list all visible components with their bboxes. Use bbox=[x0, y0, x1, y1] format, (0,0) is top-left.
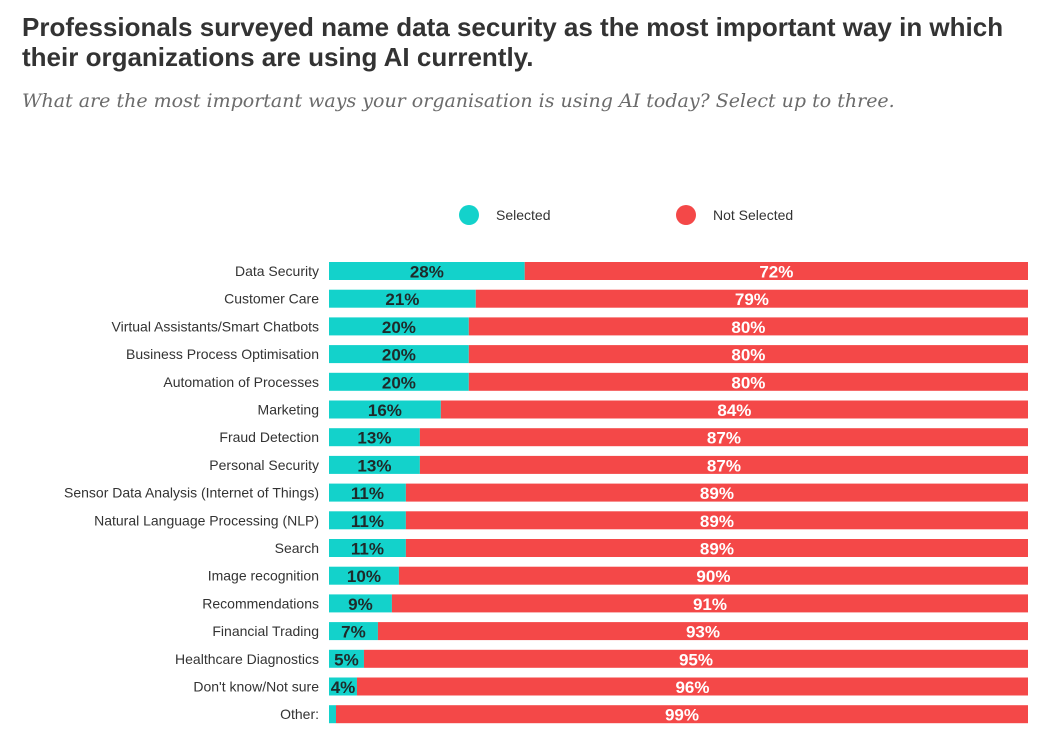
data-label-not-selected-sensor-data-analysis-internet-of-things: 89% bbox=[700, 484, 734, 503]
data-label-not-selected-healthcare-diagnostics: 95% bbox=[679, 650, 713, 669]
data-label-selected-fraud-detection: 13% bbox=[357, 429, 391, 448]
data-label-selected-search: 11% bbox=[351, 540, 384, 559]
category-label-recommendations: Recommendations bbox=[202, 595, 319, 611]
bar-not-selected-healthcare-diagnostics bbox=[363, 649, 1028, 668]
data-label-selected-automation-of-processes: 20% bbox=[382, 373, 416, 392]
data-label-selected-personal-security: 13% bbox=[357, 456, 391, 475]
data-label-selected-customer-care: 21% bbox=[385, 290, 419, 309]
bar-not-selected-marketing bbox=[440, 400, 1029, 419]
bar-not-selected-personal-security bbox=[419, 455, 1028, 474]
bar-selected-business-process-optimisation bbox=[329, 345, 469, 364]
category-label-other: Other: bbox=[280, 706, 319, 722]
data-label-selected-business-process-optimisation: 20% bbox=[382, 346, 416, 365]
data-label-not-selected-data-security: 72% bbox=[759, 263, 793, 282]
data-label-not-selected-image-recognition: 90% bbox=[696, 567, 730, 586]
chart-title: Professionals surveyed name data securit… bbox=[22, 12, 1004, 72]
data-label-not-selected-recommendations: 91% bbox=[693, 595, 727, 614]
bar-not-selected-business-process-optimisation bbox=[468, 345, 1028, 364]
data-label-not-selected-personal-security: 87% bbox=[707, 456, 741, 475]
bar-selected-marketing bbox=[329, 400, 441, 419]
data-label-not-selected-other: 99% bbox=[665, 706, 699, 725]
bar-not-selected-financial-trading bbox=[377, 622, 1028, 641]
bar-not-selected-virtual-assistants-smart-chatbots bbox=[468, 317, 1028, 336]
data-label-selected-virtual-assistants-smart-chatbots: 20% bbox=[382, 318, 416, 337]
data-label-selected-recommendations: 9% bbox=[348, 595, 373, 614]
bar-not-selected-fraud-detection bbox=[419, 428, 1028, 447]
data-label-selected-sensor-data-analysis-internet-of-things: 11% bbox=[351, 484, 384, 503]
category-label-marketing: Marketing bbox=[258, 402, 319, 418]
category-label-search: Search bbox=[275, 540, 319, 556]
bar-selected-financial-trading bbox=[329, 622, 378, 641]
bar-not-selected-data-security bbox=[524, 262, 1028, 280]
bar-selected-healthcare-diagnostics bbox=[329, 649, 364, 668]
category-label-natural-language-processing-nlp: Natural Language Processing (NLP) bbox=[94, 512, 319, 528]
bar-not-selected-don-t-know-not-sure bbox=[356, 677, 1029, 696]
bar-not-selected-recommendations bbox=[391, 594, 1028, 613]
data-label-not-selected-fraud-detection: 87% bbox=[707, 429, 741, 448]
bar-not-selected-image-recognition bbox=[398, 566, 1028, 585]
bar-not-selected-natural-language-processing-nlp bbox=[405, 511, 1028, 530]
bar-selected-image-recognition bbox=[329, 566, 399, 585]
bar-not-selected-other bbox=[335, 705, 1028, 724]
data-label-selected-marketing: 16% bbox=[368, 401, 402, 420]
data-label-not-selected-natural-language-processing-nlp: 89% bbox=[700, 512, 734, 531]
data-label-not-selected-customer-care: 79% bbox=[735, 290, 769, 309]
bar-not-selected-customer-care bbox=[475, 289, 1028, 308]
category-label-personal-security: Personal Security bbox=[209, 457, 319, 473]
bar-selected-other bbox=[329, 705, 336, 724]
bar-selected-data-security bbox=[329, 262, 525, 280]
category-label-fraud-detection: Fraud Detection bbox=[219, 429, 319, 445]
data-label-selected-data-security: 28% bbox=[410, 263, 444, 282]
legend-swatch-not-selected bbox=[676, 205, 696, 225]
category-label-data-security: Data Security bbox=[235, 263, 319, 279]
category-label-virtual-assistants-smart-chatbots: Virtual Assistants/Smart Chatbots bbox=[112, 318, 320, 334]
bar-not-selected-automation-of-processes bbox=[468, 372, 1028, 391]
data-label-selected-financial-trading: 7% bbox=[341, 623, 366, 642]
bar-selected-recommendations bbox=[329, 594, 392, 613]
data-label-selected-natural-language-processing-nlp: 11% bbox=[351, 512, 384, 531]
bar-selected-search bbox=[329, 539, 406, 557]
data-label-not-selected-search: 89% bbox=[700, 540, 734, 559]
data-label-selected-healthcare-diagnostics: 5% bbox=[334, 650, 359, 669]
bar-selected-automation-of-processes bbox=[329, 372, 469, 391]
bar-selected-virtual-assistants-smart-chatbots bbox=[329, 317, 469, 336]
bar-not-selected-search bbox=[405, 539, 1028, 557]
bar-selected-natural-language-processing-nlp bbox=[329, 511, 406, 530]
category-label-don-t-know-not-sure: Don't know/Not sure bbox=[193, 679, 319, 695]
legend-item-not-selected: Not Selected bbox=[676, 203, 793, 227]
category-label-business-process-optimisation: Business Process Optimisation bbox=[126, 346, 319, 362]
category-label-automation-of-processes: Automation of Processes bbox=[163, 374, 319, 390]
data-label-not-selected-don-t-know-not-sure: 96% bbox=[675, 678, 709, 697]
data-label-selected-image-recognition: 10% bbox=[347, 567, 381, 586]
legend-swatch-selected bbox=[459, 205, 479, 225]
data-label-not-selected-financial-trading: 93% bbox=[686, 623, 720, 642]
bar-selected-customer-care bbox=[329, 289, 476, 308]
category-label-sensor-data-analysis-internet-of-things: Sensor Data Analysis (Internet of Things… bbox=[64, 485, 319, 501]
category-label-healthcare-diagnostics: Healthcare Diagnostics bbox=[175, 651, 319, 667]
bar-selected-fraud-detection bbox=[329, 428, 420, 447]
data-label-not-selected-marketing: 84% bbox=[717, 401, 751, 420]
chart-subtitle: What are the most important ways your or… bbox=[22, 90, 895, 112]
legend-label-not-selected: Not Selected bbox=[713, 207, 794, 223]
category-label-customer-care: Customer Care bbox=[224, 291, 319, 307]
legend-label-selected: Selected bbox=[496, 207, 551, 223]
data-label-not-selected-business-process-optimisation: 80% bbox=[731, 346, 765, 365]
data-label-not-selected-automation-of-processes: 80% bbox=[731, 373, 765, 392]
category-label-image-recognition: Image recognition bbox=[208, 568, 319, 584]
bar-selected-personal-security bbox=[329, 455, 420, 474]
bar-selected-sensor-data-analysis-internet-of-things bbox=[329, 483, 406, 502]
bar-not-selected-sensor-data-analysis-internet-of-things bbox=[405, 483, 1028, 502]
data-label-not-selected-virtual-assistants-smart-chatbots: 80% bbox=[731, 318, 765, 337]
legend: Selected Not Selected bbox=[0, 203, 1056, 227]
category-label-financial-trading: Financial Trading bbox=[212, 623, 319, 639]
data-label-selected-don-t-know-not-sure: 4% bbox=[331, 678, 356, 697]
legend-item-selected: Selected bbox=[459, 203, 550, 227]
bar-selected-don-t-know-not-sure bbox=[329, 677, 357, 696]
